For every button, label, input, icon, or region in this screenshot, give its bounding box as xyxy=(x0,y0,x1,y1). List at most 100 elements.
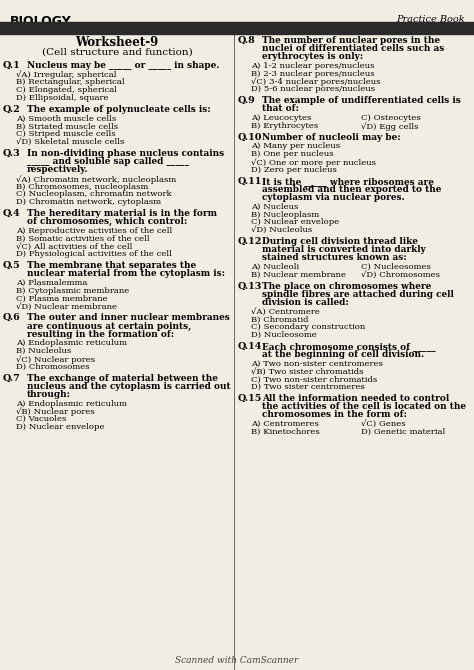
Text: D) Chromosomes: D) Chromosomes xyxy=(16,362,90,371)
Text: BIOLOGY: BIOLOGY xyxy=(10,15,72,28)
Text: B) Nuclear membrane: B) Nuclear membrane xyxy=(251,271,346,279)
Text: √D) Chromosomes: √D) Chromosomes xyxy=(362,271,440,279)
Text: Q.5: Q.5 xyxy=(3,261,21,270)
Text: Q.1: Q.1 xyxy=(3,61,21,70)
Text: Q.15: Q.15 xyxy=(238,394,262,403)
Text: B) Kinetochores: B) Kinetochores xyxy=(251,428,320,436)
Text: √C) One or more per nucleus: √C) One or more per nucleus xyxy=(251,158,376,167)
Text: C) Nuclear envelope: C) Nuclear envelope xyxy=(251,218,339,226)
Text: are continuous at certain points,: are continuous at certain points, xyxy=(27,322,191,330)
Text: Number of nucleoli may be:: Number of nucleoli may be: xyxy=(262,133,401,142)
Text: D) 5-6 nuclear pores/nucleus: D) 5-6 nuclear pores/nucleus xyxy=(251,86,375,94)
Text: B) 2-3 nuclear pores/nucleus: B) 2-3 nuclear pores/nucleus xyxy=(251,70,374,78)
Text: √A) Chromatin network, nucleoplasm: √A) Chromatin network, nucleoplasm xyxy=(16,175,176,184)
Text: C) Plasma membrane: C) Plasma membrane xyxy=(16,295,108,303)
Text: Q.7: Q.7 xyxy=(3,374,21,383)
Text: A) Nucleus: A) Nucleus xyxy=(251,203,298,211)
Text: Q.2: Q.2 xyxy=(3,105,21,114)
Text: A) Two non-sister centromeres: A) Two non-sister centromeres xyxy=(251,360,383,368)
Text: respectively.: respectively. xyxy=(27,165,89,174)
Text: Q.11: Q.11 xyxy=(238,177,263,186)
Text: √A) Centromere: √A) Centromere xyxy=(251,308,320,316)
Text: C) Nucleoplasm, chromatin network: C) Nucleoplasm, chromatin network xyxy=(16,190,172,198)
Text: √B) Two sister chromatids: √B) Two sister chromatids xyxy=(251,368,364,376)
Text: through:: through: xyxy=(27,390,71,399)
Text: All the information needed to control: All the information needed to control xyxy=(262,394,449,403)
Text: nuclei of differentiated cells such as: nuclei of differentiated cells such as xyxy=(262,44,444,53)
Text: of chromosomes, which control:: of chromosomes, which control: xyxy=(27,217,187,226)
Text: Worksheet-9: Worksheet-9 xyxy=(75,36,159,49)
Text: nucleus and the cytoplasm is carried out: nucleus and the cytoplasm is carried out xyxy=(27,382,231,391)
Text: at the beginning of cell division.: at the beginning of cell division. xyxy=(262,350,424,359)
Text: _____ and soluble sap called _____: _____ and soluble sap called _____ xyxy=(27,157,189,166)
Text: Q.10: Q.10 xyxy=(238,133,263,142)
Text: The hereditary material is in the form: The hereditary material is in the form xyxy=(27,209,217,218)
Text: B) Chromatid: B) Chromatid xyxy=(251,316,309,324)
Text: C) Osteocytes: C) Osteocytes xyxy=(362,114,421,122)
Text: √D) Egg cells: √D) Egg cells xyxy=(362,122,419,131)
Text: It is the _____ where ribosomes are: It is the _____ where ribosomes are xyxy=(262,177,434,186)
Text: B) Nucleoplasm: B) Nucleoplasm xyxy=(251,210,319,218)
Text: (Cell structure and function): (Cell structure and function) xyxy=(42,48,192,57)
Text: The membrane that separates the: The membrane that separates the xyxy=(27,261,196,270)
Text: A) Reproductive activities of the cell: A) Reproductive activities of the cell xyxy=(16,227,172,235)
Text: the activities of the cell is located on the: the activities of the cell is located on… xyxy=(262,402,466,411)
Text: stained structures known as:: stained structures known as: xyxy=(262,253,407,263)
Text: The exchange of material between the: The exchange of material between the xyxy=(27,374,218,383)
Text: Q.12: Q.12 xyxy=(238,237,263,246)
Text: erythrocytes is only:: erythrocytes is only: xyxy=(262,52,363,62)
Text: Q.13: Q.13 xyxy=(238,281,263,291)
Text: cytoplasm via nuclear pores.: cytoplasm via nuclear pores. xyxy=(262,193,405,202)
Text: Nucleus may be _____ or _____ in shape.: Nucleus may be _____ or _____ in shape. xyxy=(27,61,219,70)
Text: D) Genetic material: D) Genetic material xyxy=(362,428,446,436)
Text: √C) Genes: √C) Genes xyxy=(362,420,406,428)
Text: spindle fibres are attached during cell: spindle fibres are attached during cell xyxy=(262,290,454,299)
Text: A) Nucleoli: A) Nucleoli xyxy=(251,263,299,271)
Text: The outer and inner nuclear membranes: The outer and inner nuclear membranes xyxy=(27,314,230,322)
Text: D) Ellipsoidal, square: D) Ellipsoidal, square xyxy=(16,94,109,102)
Text: During cell division thread like: During cell division thread like xyxy=(262,237,418,246)
Text: Q.8: Q.8 xyxy=(238,36,256,45)
Text: Scanned with CamScanner: Scanned with CamScanner xyxy=(175,656,299,665)
Text: Practice Book: Practice Book xyxy=(396,15,465,24)
Text: C) Vacuoles: C) Vacuoles xyxy=(16,415,66,423)
Text: √C) 3-4 nuclear pores/nucleus: √C) 3-4 nuclear pores/nucleus xyxy=(251,78,381,86)
Text: √D) Nucleolus: √D) Nucleolus xyxy=(251,226,312,234)
Text: √D) Skeletal muscle cells: √D) Skeletal muscle cells xyxy=(16,138,124,146)
Text: D) Physiological activities of the cell: D) Physiological activities of the cell xyxy=(16,251,172,259)
Text: Q.9: Q.9 xyxy=(238,96,255,105)
Text: D) Two sister centromeres: D) Two sister centromeres xyxy=(251,383,365,391)
Text: Each chromosome consists of _____: Each chromosome consists of _____ xyxy=(262,342,436,351)
Text: C) Two non-sister chromatids: C) Two non-sister chromatids xyxy=(251,375,377,383)
Text: assembled and then exported to the: assembled and then exported to the xyxy=(262,185,441,194)
Text: B) One per nucleus: B) One per nucleus xyxy=(251,150,334,158)
Text: C) Nucleosomes: C) Nucleosomes xyxy=(362,263,431,271)
Text: The example of polynucleate cells is:: The example of polynucleate cells is: xyxy=(27,105,210,114)
Text: Q.4: Q.4 xyxy=(3,209,21,218)
Text: The place on chromosomes where: The place on chromosomes where xyxy=(262,281,431,291)
Text: B) Cytoplasmic membrane: B) Cytoplasmic membrane xyxy=(16,287,129,295)
Text: that of:: that of: xyxy=(262,105,299,113)
Text: material is converted into darkly: material is converted into darkly xyxy=(262,245,426,254)
Text: In non-dividing phase nucleus contains: In non-dividing phase nucleus contains xyxy=(27,149,224,158)
Text: division is called:: division is called: xyxy=(262,298,349,307)
Text: chromosomes in the form of:: chromosomes in the form of: xyxy=(262,411,407,419)
Text: D) Chromatin network, cytoplasm: D) Chromatin network, cytoplasm xyxy=(16,198,161,206)
Text: √C) All activities of the cell: √C) All activities of the cell xyxy=(16,243,132,251)
Text: A) Many per nucleus: A) Many per nucleus xyxy=(251,143,340,151)
Text: A) Endoplasmic reticulum: A) Endoplasmic reticulum xyxy=(16,400,127,408)
Text: A) 1-2 nuclear pores/nucleus: A) 1-2 nuclear pores/nucleus xyxy=(251,62,374,70)
Text: A) Smooth muscle cells: A) Smooth muscle cells xyxy=(16,115,116,123)
Text: B) Rectangular, spherical: B) Rectangular, spherical xyxy=(16,78,125,86)
Text: Q.3: Q.3 xyxy=(3,149,21,158)
Text: Q.14: Q.14 xyxy=(238,342,263,351)
Bar xyxy=(0,22,474,34)
Text: A) Endoplasmic reticulum: A) Endoplasmic reticulum xyxy=(16,340,127,348)
Text: nuclear material from the cytoplasm is:: nuclear material from the cytoplasm is: xyxy=(27,269,225,279)
Text: The number of nuclear pores in the: The number of nuclear pores in the xyxy=(262,36,440,45)
Text: Q.6: Q.6 xyxy=(3,314,21,322)
Text: A) Centromeres: A) Centromeres xyxy=(251,420,319,428)
Text: C) Striped muscle cells: C) Striped muscle cells xyxy=(16,130,116,138)
Text: A) Plasmalemma: A) Plasmalemma xyxy=(16,279,87,287)
Text: C) Elongated, spherical: C) Elongated, spherical xyxy=(16,86,117,94)
